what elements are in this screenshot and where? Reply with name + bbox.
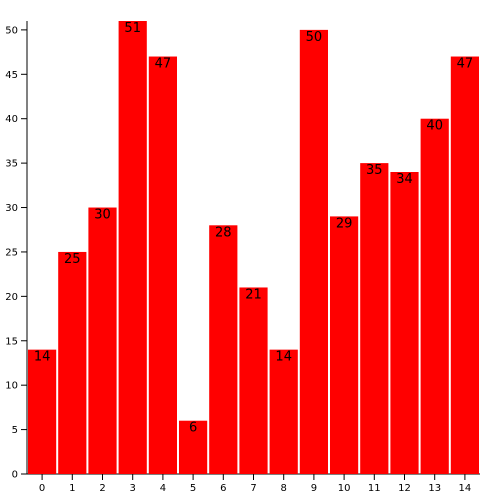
bar [330,216,359,475]
y-tick-label: 25 [5,247,18,258]
x-tick-label: 8 [281,483,287,494]
y-tick-label: 50 [5,25,18,36]
bar [360,163,389,474]
bar [58,251,87,474]
x-tick-label: 3 [130,483,136,494]
bar [88,207,117,474]
bar [28,349,57,474]
value-label: 6 [189,421,197,436]
bar [420,118,449,475]
value-label: 51 [124,21,141,36]
value-label: 14 [275,350,292,365]
x-tick-label: 9 [311,483,317,494]
x-tick-label: 14 [459,483,472,494]
value-label: 47 [155,57,172,72]
y-tick-label: 5 [12,425,18,436]
bar [209,225,238,474]
bar [269,349,298,474]
y-tick-label: 30 [5,203,18,214]
value-label: 34 [396,172,413,187]
y-tick-label: 0 [12,470,18,481]
value-label: 40 [426,119,443,134]
x-tick-label: 6 [220,483,226,494]
x-tick-label: 13 [428,483,441,494]
value-label: 14 [34,350,51,365]
x-tick-label: 10 [338,483,351,494]
value-label: 35 [366,163,383,178]
x-tick-label: 5 [190,483,196,494]
bar [118,21,147,474]
bar [179,420,208,474]
y-tick-label: 35 [5,159,18,170]
bar [390,172,419,474]
value-label: 21 [245,287,262,302]
value-label: 50 [306,30,323,45]
x-tick-label: 4 [160,483,166,494]
y-tick-label: 15 [5,336,18,347]
bar [450,56,479,474]
value-label: 29 [336,216,353,231]
bar [299,29,328,474]
x-tick-label: 0 [39,483,45,494]
y-tick-label: 10 [5,381,18,392]
value-label: 28 [215,225,232,240]
value-label: 25 [64,252,81,267]
bar [148,56,177,474]
y-tick-label: 20 [5,292,18,303]
x-tick-label: 2 [99,483,105,494]
y-tick-label: 45 [5,70,18,81]
y-tick-label: 40 [5,114,18,125]
x-tick-label: 1 [69,483,75,494]
value-label: 47 [457,57,474,72]
bar [239,287,268,474]
x-tick-label: 11 [368,483,381,494]
value-label: 30 [94,208,111,223]
x-tick-label: 7 [250,483,256,494]
x-tick-label: 12 [398,483,411,494]
